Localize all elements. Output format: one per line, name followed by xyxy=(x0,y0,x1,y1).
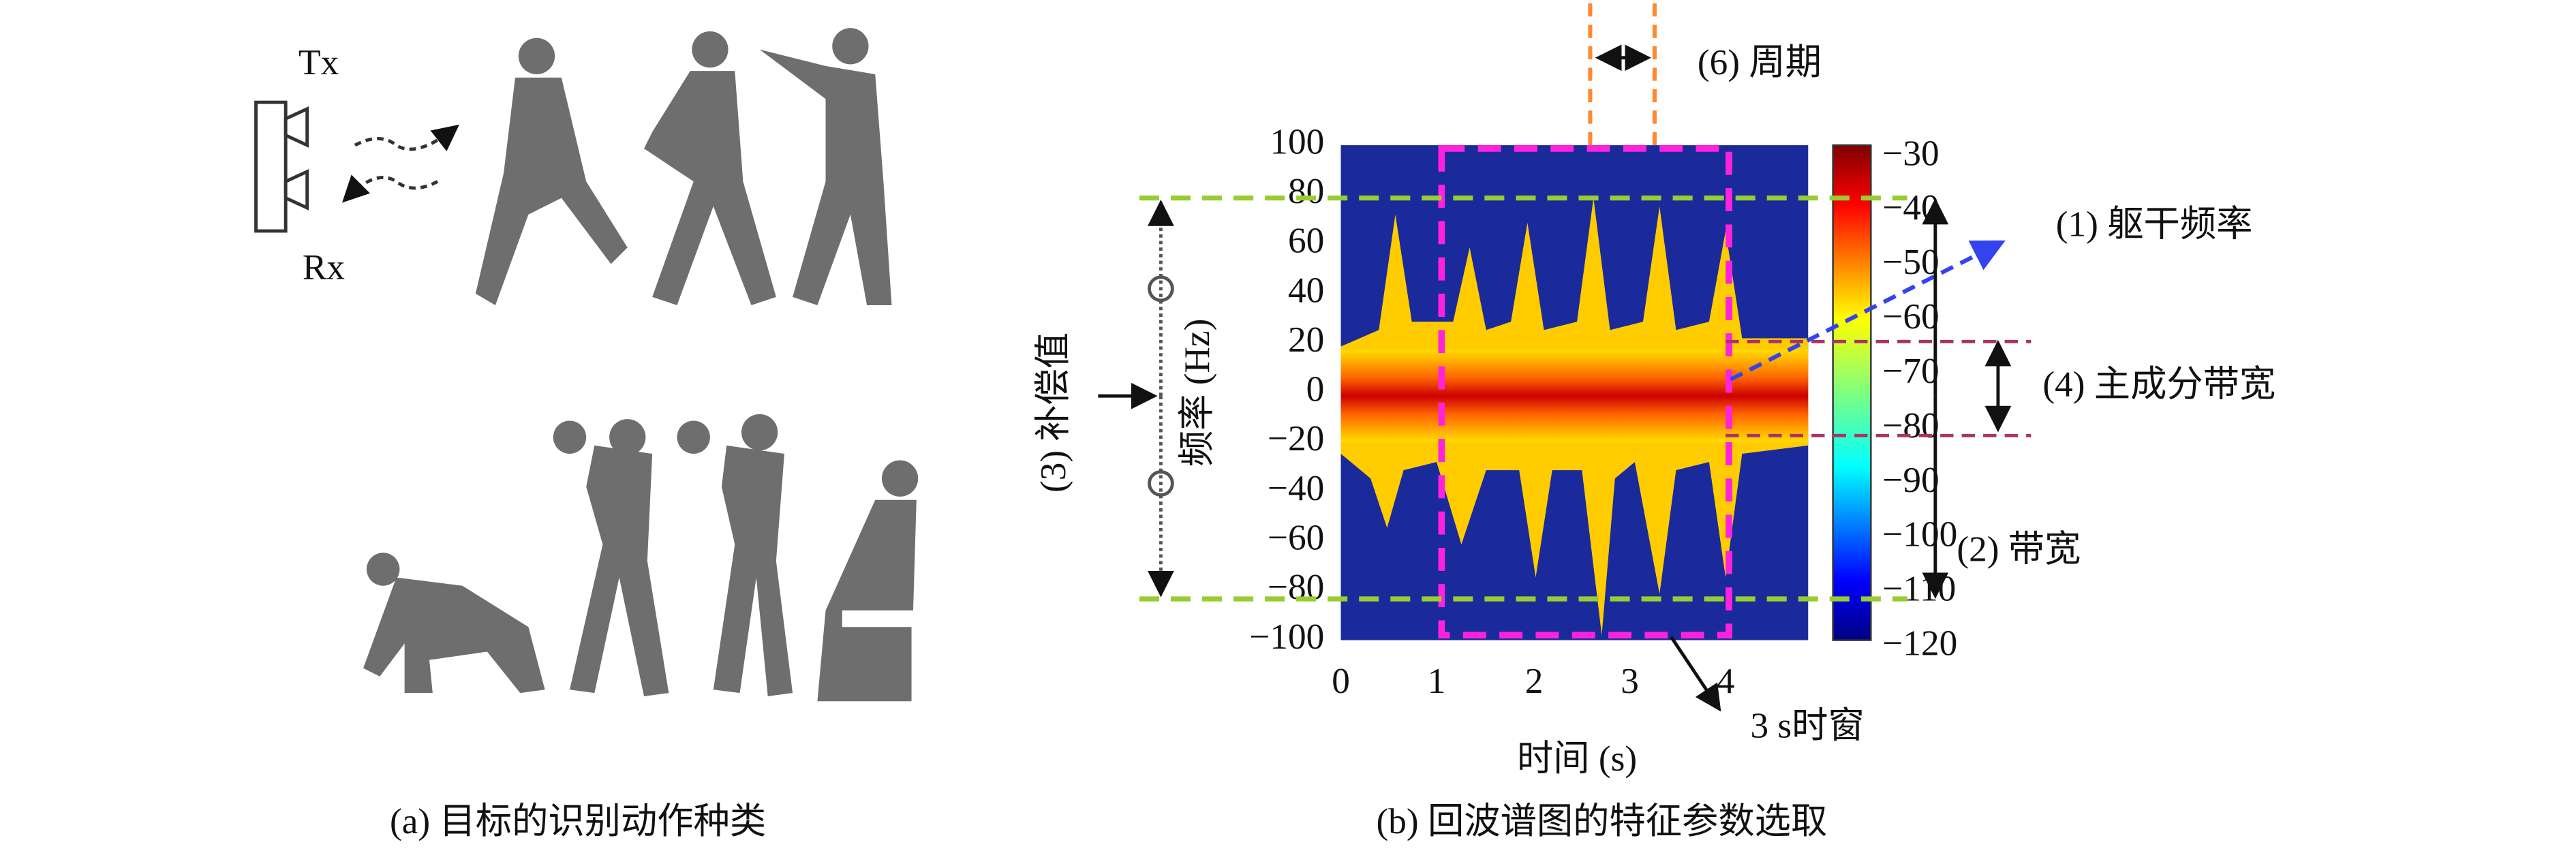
y-tick-label: 80 xyxy=(1288,171,1324,211)
colorbar-tick-label: −60 xyxy=(1882,296,1939,337)
colorbar-tick-label: −90 xyxy=(1882,460,1939,500)
rx-label: Rx xyxy=(303,247,345,287)
x-tick-label: 3 xyxy=(1621,661,1639,701)
y-tick-label: 100 xyxy=(1270,121,1324,161)
y-tick-label: 40 xyxy=(1288,270,1324,310)
colorbar-tick-label: −70 xyxy=(1882,351,1939,391)
x-tick-label: 1 xyxy=(1428,661,1446,701)
y-ticks: 100 80 60 40 20 0 −20 −40 −60 −80 −100 xyxy=(1249,121,1324,656)
colorbar xyxy=(1832,144,1872,641)
y-axis-label: 频率 (Hz) xyxy=(1177,319,1217,467)
compensation-label: (3) 补偿值 xyxy=(1033,332,1073,493)
colorbar-tick-label: −100 xyxy=(1882,514,1957,555)
spectrogram xyxy=(1340,145,1809,640)
main-bandwidth-label: (4) 主成分带宽 xyxy=(2042,364,2275,404)
annotation-lines xyxy=(1098,3,2031,712)
y-tick-label: −60 xyxy=(1268,518,1324,558)
colorbar-tick-label: −110 xyxy=(1882,569,1956,609)
y-tick-label: 60 xyxy=(1288,221,1324,261)
silhouettes xyxy=(363,28,919,702)
colorbar-tick-label: −30 xyxy=(1882,133,1939,173)
torso-frequency-label: (1) 躯干频率 xyxy=(2056,204,2253,244)
bandwidth-label: (2) 带宽 xyxy=(1957,529,2081,570)
x-tick-label: 2 xyxy=(1525,661,1544,701)
caption-a: (a) 目标的识别动作种类 xyxy=(390,801,766,841)
y-tick-label: 20 xyxy=(1288,320,1324,360)
radar xyxy=(254,100,459,233)
x-axis-label: 时间 (s) xyxy=(1517,739,1637,779)
colorbar-tick-label: −120 xyxy=(1882,623,1957,664)
colorbar-tick-label: −80 xyxy=(1882,405,1939,446)
caption-b: (b) 回波谱图的特征参数选取 xyxy=(1377,801,1828,841)
y-tick-label: −20 xyxy=(1268,418,1324,459)
colorbar-tick-label: −50 xyxy=(1882,242,1939,282)
colorbar-tick-label: −40 xyxy=(1882,187,1939,228)
y-tick-label: 0 xyxy=(1306,369,1325,409)
x-tick-label: 0 xyxy=(1332,661,1350,701)
x-ticks: 0 1 2 3 4 xyxy=(1332,661,1734,701)
y-tick-label: −100 xyxy=(1249,617,1324,657)
colorbar-ticks: −30 −40 −50 −60 −70 −80 −90 −100 −110 −1… xyxy=(1882,133,1957,663)
y-tick-label: −40 xyxy=(1268,468,1324,508)
time-window-box xyxy=(1438,145,1732,639)
time-window-label: 3 s时窗 xyxy=(1750,706,1864,746)
x-tick-label: 4 xyxy=(1717,661,1735,701)
period-label: (6) 周期 xyxy=(1698,42,1822,82)
tx-label: Tx xyxy=(298,42,339,82)
